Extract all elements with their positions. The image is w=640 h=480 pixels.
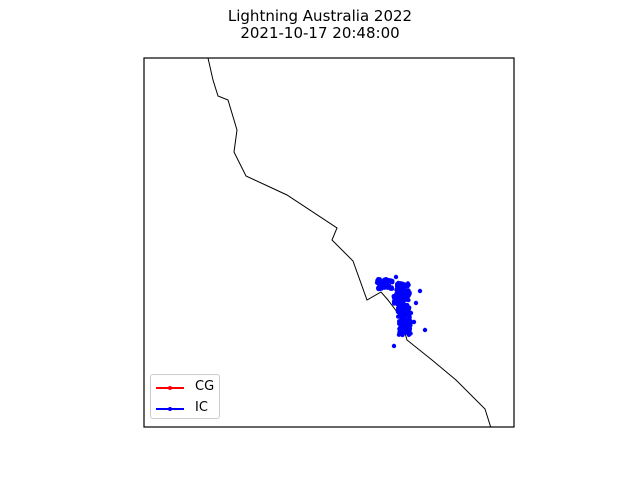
- ic-strike: [413, 300, 419, 306]
- coastline: [207, 58, 492, 427]
- map-frame: [143, 57, 515, 428]
- legend-marker-cg: [168, 386, 172, 390]
- ic-strike: [383, 277, 389, 282]
- ic-strike: [388, 278, 393, 283]
- ic-strike: [404, 297, 409, 302]
- ic-strike: [402, 287, 407, 293]
- legend-label-ic: IC: [195, 400, 208, 415]
- ic-strike: [405, 281, 411, 286]
- ic-strike: [396, 309, 402, 314]
- legend-item-cg: CG: [151, 379, 219, 395]
- ic-strike: [395, 283, 400, 288]
- map-title: Lightning Australia 2022: [227, 7, 413, 25]
- legend-item-ic: IC: [151, 400, 219, 416]
- ic-strike: [393, 274, 399, 280]
- ic-strike: [422, 327, 428, 333]
- ic-strike: [395, 287, 400, 293]
- ic-strike: [401, 325, 406, 331]
- ic-strikes: [374, 274, 428, 349]
- ic-strike: [383, 285, 388, 290]
- ic-strike: [392, 295, 397, 301]
- map-timestamp: 2021-10-17 20:48:00: [240, 24, 400, 42]
- legend-marker-ic: [168, 407, 172, 411]
- legend-label-cg: CG: [195, 379, 215, 394]
- ic-strike: [397, 321, 402, 326]
- ic-strike: [411, 319, 417, 325]
- ic-strike: [376, 279, 382, 285]
- ic-strike: [399, 311, 405, 317]
- ic-strike: [398, 300, 404, 306]
- ic-strike: [397, 327, 403, 332]
- ic-strike: [391, 343, 397, 349]
- ic-strike: [417, 288, 423, 294]
- ic-strike: [400, 282, 405, 287]
- ic-strike: [407, 326, 413, 331]
- ic-strike: [378, 285, 383, 290]
- ic-strike: [395, 301, 400, 307]
- ic-strike: [397, 292, 402, 298]
- ic-strike: [404, 320, 409, 326]
- ic-strike: [400, 320, 406, 325]
- ic-strike: [406, 332, 412, 337]
- legend: CG IC: [150, 374, 220, 419]
- ic-strike: [408, 310, 414, 316]
- ic-strike: [398, 296, 403, 301]
